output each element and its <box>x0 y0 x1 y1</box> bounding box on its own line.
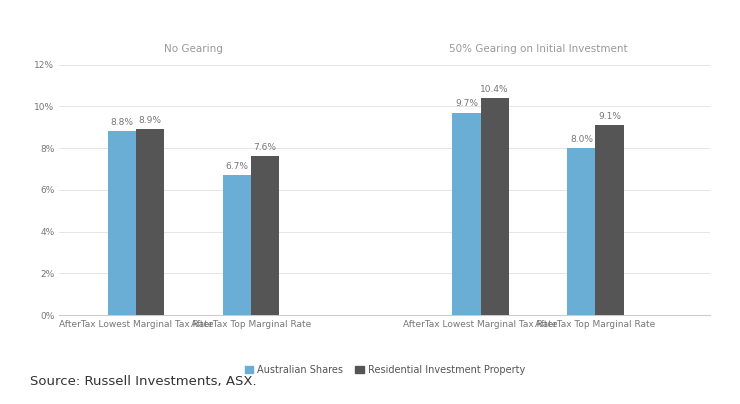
Text: 8.9%: 8.9% <box>138 116 161 125</box>
Bar <box>480 98 508 315</box>
Text: 6.7%: 6.7% <box>225 162 248 171</box>
Bar <box>136 129 164 315</box>
Bar <box>568 148 596 315</box>
Bar <box>223 175 251 315</box>
Text: 8.8%: 8.8% <box>110 118 133 127</box>
Text: 7.6%: 7.6% <box>253 143 276 152</box>
Text: 10.4%: 10.4% <box>480 85 509 94</box>
Text: No Gearing: No Gearing <box>164 44 223 54</box>
Bar <box>108 131 136 315</box>
Bar <box>251 156 279 315</box>
Bar <box>596 125 624 315</box>
Bar <box>452 113 480 315</box>
Legend: Australian Shares, Residential Investment Property: Australian Shares, Residential Investmen… <box>245 365 525 375</box>
Text: Source: Russell Investments, ASX.: Source: Russell Investments, ASX. <box>30 375 256 388</box>
Text: 9.1%: 9.1% <box>598 112 621 121</box>
Text: 9.7%: 9.7% <box>455 99 478 109</box>
Text: 8.0%: 8.0% <box>570 135 593 144</box>
Text: 50% Gearing on Initial Investment: 50% Gearing on Initial Investment <box>448 44 628 54</box>
